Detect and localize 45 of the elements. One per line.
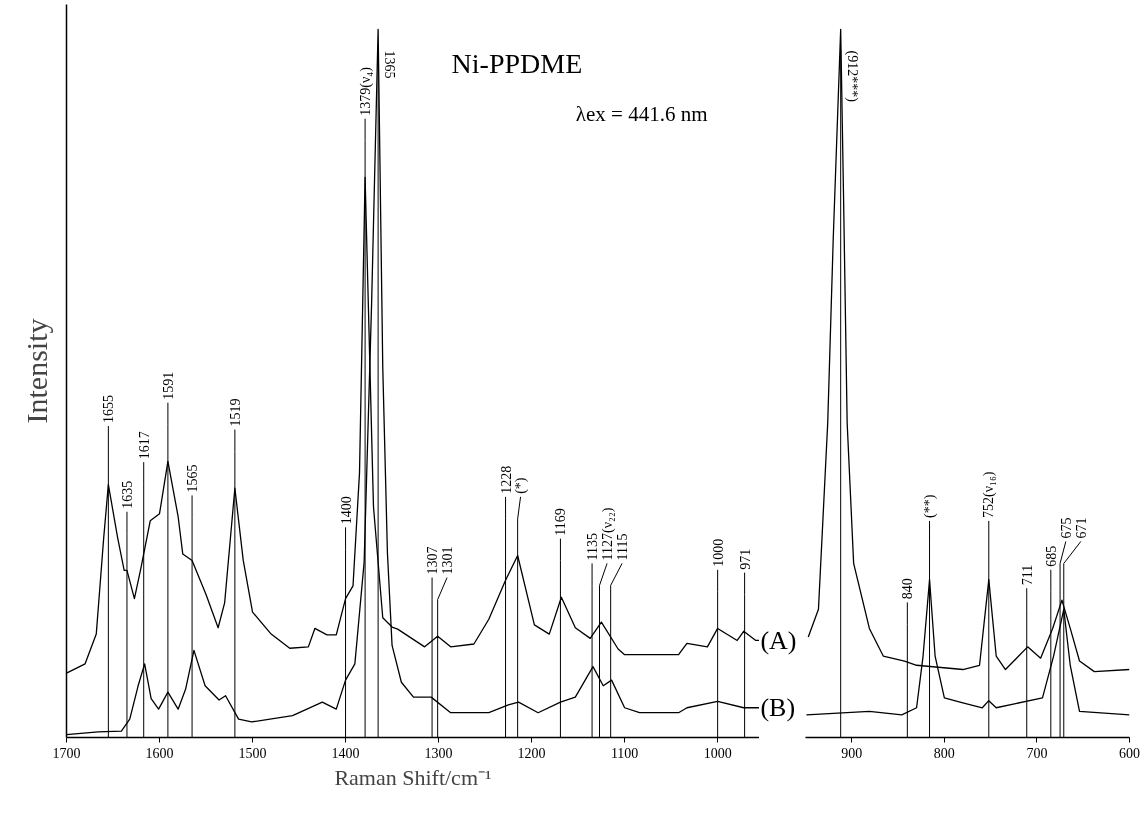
series-label: (B) (760, 693, 796, 723)
ref-line-label: 1565 (185, 464, 201, 493)
ref-line-label: 675 (1058, 517, 1074, 539)
x-tick-label: 1200 (517, 745, 546, 761)
x-tick-label: 800 (933, 745, 955, 761)
ref-line-label: (*) (513, 477, 530, 494)
ref-line-label: 971 (737, 548, 753, 570)
x-tick-label: 1300 (424, 745, 453, 761)
ref-line-label: 1135 (585, 532, 601, 561)
ref-line-label: (**) (922, 494, 939, 518)
y-axis-title: Intensity (19, 318, 53, 424)
ref-line-label: 1365 (382, 50, 398, 79)
x-tick-label: 1500 (238, 745, 267, 761)
x-tick-label: 1600 (145, 745, 174, 761)
ref-line-label: 1519 (227, 398, 243, 427)
ref-line-label: (912***) (844, 50, 861, 103)
ref-line-label: 711 (1019, 564, 1035, 586)
ref-line-label: 1635 (119, 480, 135, 509)
x-tick-label: 900 (841, 745, 863, 761)
ref-line-label: 1301 (440, 546, 456, 575)
x-tick-label: 1100 (610, 745, 639, 761)
ref-line-label: 1617 (136, 431, 152, 460)
ref-line-label: 1400 (338, 496, 354, 525)
series-label: (A) (760, 625, 797, 655)
ref-line-label: 1655 (101, 395, 117, 424)
ref-line-label: 1591 (160, 371, 176, 400)
ref-line-label: 1307 (425, 546, 441, 575)
x-tick-label: 1700 (52, 745, 81, 761)
ref-line-label: 1379(ν₄) (357, 66, 374, 116)
ref-line-label: 1115 (615, 533, 631, 561)
ref-line-label: 685 (1043, 545, 1059, 567)
text: λex = 441.6 nm (575, 102, 708, 127)
x-tick-label: 1400 (331, 745, 360, 761)
ref-line-label: 1000 (710, 538, 726, 567)
x-tick-label: 700 (1026, 745, 1048, 761)
ref-line-label: 1228 (498, 465, 514, 494)
ref-line-label: 1127(ν₂₂) (599, 507, 616, 561)
ref-line-label: 752(ν₁₆) (981, 471, 998, 518)
x-axis-title: Raman Shift/cm⁻¹ (334, 764, 492, 790)
ref-line-label: 1169 (553, 508, 569, 536)
ref-line-label: 671 (1073, 517, 1089, 539)
x-tick-label: 600 (1119, 745, 1140, 761)
text: Ni-PPDME (451, 47, 583, 79)
x-tick-label: 1000 (703, 745, 732, 761)
ref-line-label: 840 (900, 578, 916, 600)
